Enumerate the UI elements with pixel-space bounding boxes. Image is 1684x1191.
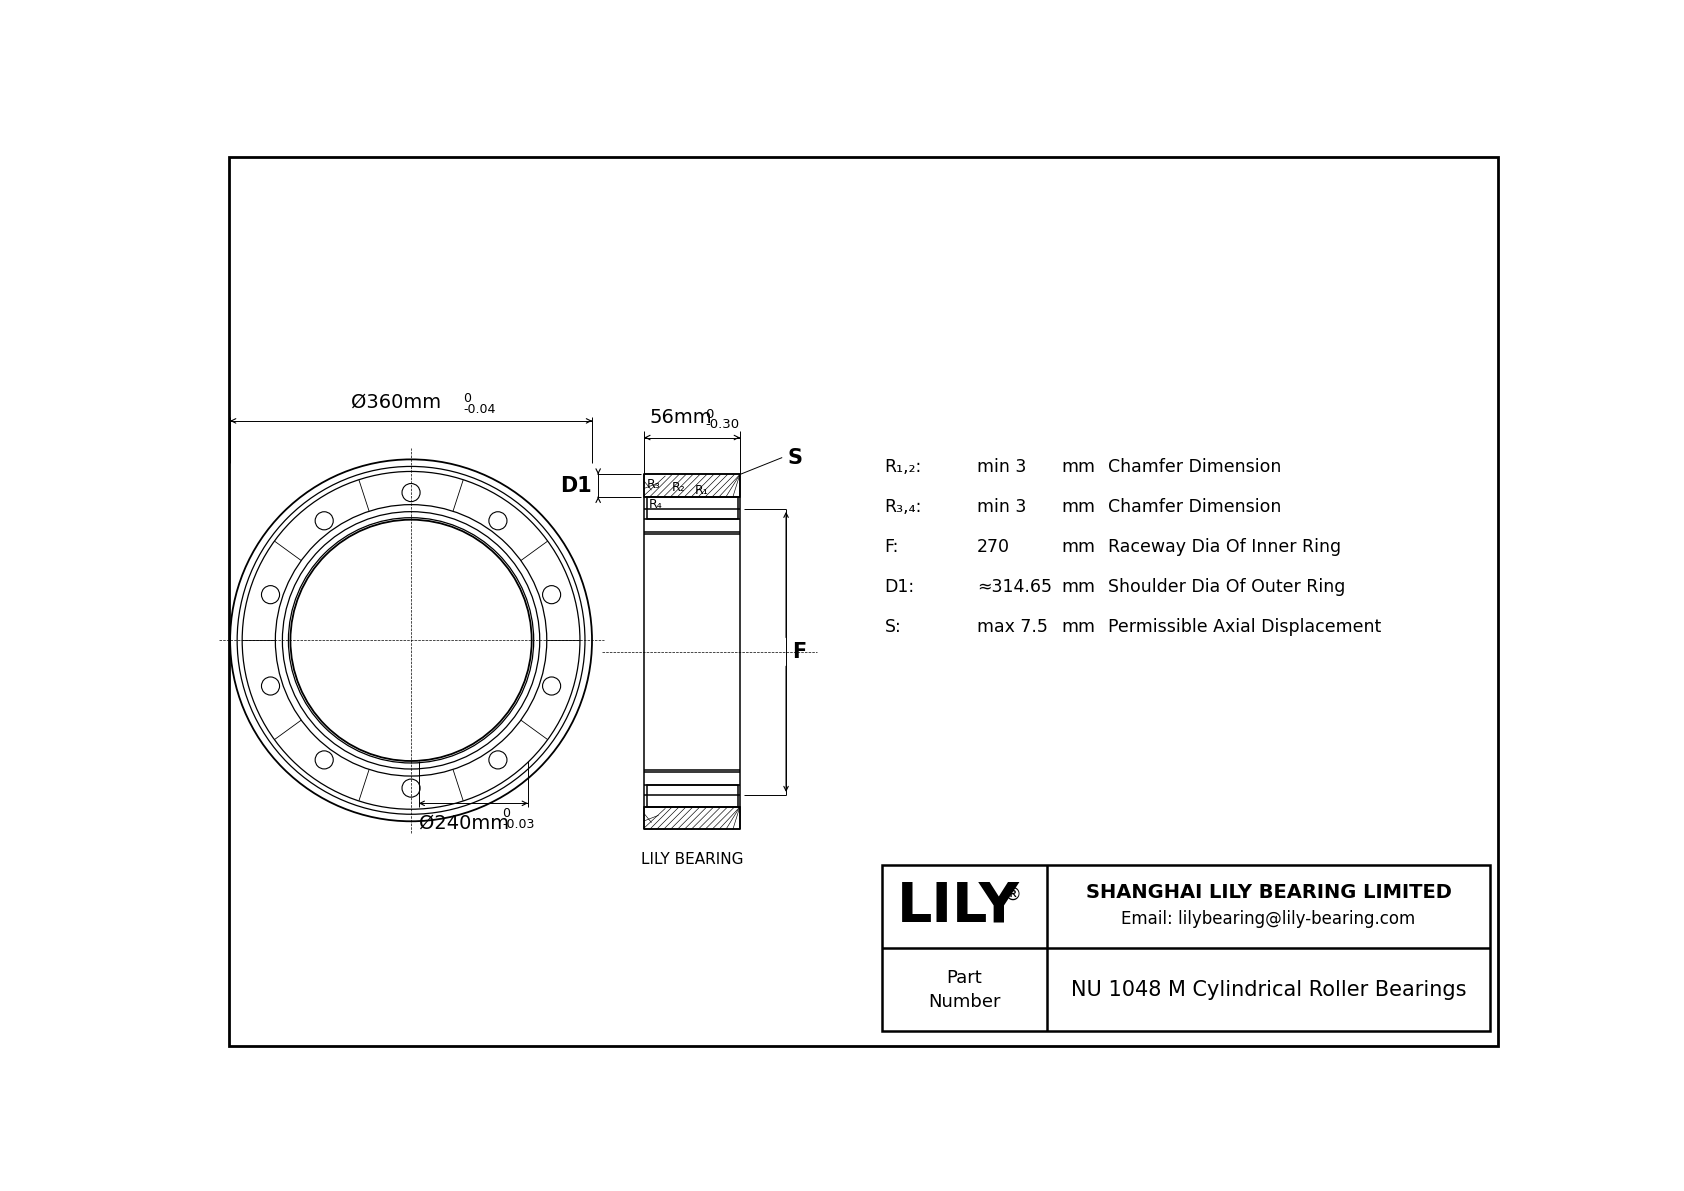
Text: -0.04: -0.04	[463, 403, 495, 416]
Text: Permissible Axial Displacement: Permissible Axial Displacement	[1108, 618, 1381, 636]
Text: min 3: min 3	[977, 459, 1026, 476]
Text: S: S	[788, 448, 803, 468]
Text: NU 1048 M Cylindrical Roller Bearings: NU 1048 M Cylindrical Roller Bearings	[1071, 980, 1467, 1000]
Text: 0: 0	[463, 393, 472, 405]
Text: LILY BEARING: LILY BEARING	[642, 853, 743, 867]
Text: R₄: R₄	[648, 498, 663, 511]
Bar	[647, 785, 738, 807]
Text: mm: mm	[1061, 538, 1096, 556]
Text: 0: 0	[502, 807, 510, 821]
Text: 56mm: 56mm	[650, 407, 712, 426]
Text: Part
Number: Part Number	[928, 969, 1000, 1011]
Text: S:: S:	[884, 618, 901, 636]
Text: mm: mm	[1061, 618, 1096, 636]
Text: Ø240mm: Ø240mm	[419, 815, 509, 833]
Text: -0.30: -0.30	[706, 418, 739, 431]
Text: min 3: min 3	[977, 498, 1026, 516]
Bar	[647, 497, 738, 519]
Text: D1: D1	[561, 475, 593, 495]
Text: Email: lilybearing@lily-bearing.com: Email: lilybearing@lily-bearing.com	[1122, 910, 1416, 928]
Text: LILY: LILY	[896, 880, 1019, 934]
Text: R₁,₂:: R₁,₂:	[884, 459, 921, 476]
Text: Shoulder Dia Of Outer Ring: Shoulder Dia Of Outer Ring	[1108, 578, 1346, 597]
Text: F:: F:	[884, 538, 899, 556]
Text: Ø360mm: Ø360mm	[350, 393, 441, 412]
Text: Raceway Dia Of Inner Ring: Raceway Dia Of Inner Ring	[1108, 538, 1340, 556]
Text: -0.03: -0.03	[502, 818, 536, 831]
Text: max 7.5: max 7.5	[977, 618, 1047, 636]
Text: 0: 0	[706, 407, 714, 420]
Text: R₃,₄:: R₃,₄:	[884, 498, 921, 516]
Text: R₂: R₂	[672, 481, 685, 493]
Text: D1:: D1:	[884, 578, 914, 597]
Text: R₃: R₃	[647, 478, 660, 491]
Text: R₁: R₁	[694, 484, 709, 497]
Text: Chamfer Dimension: Chamfer Dimension	[1108, 498, 1282, 516]
Text: Chamfer Dimension: Chamfer Dimension	[1108, 459, 1282, 476]
Bar	[645, 474, 739, 497]
Text: F: F	[791, 642, 807, 662]
Bar	[645, 807, 739, 829]
Text: ®: ®	[1004, 886, 1022, 904]
Text: mm: mm	[1061, 578, 1096, 597]
Text: mm: mm	[1061, 498, 1096, 516]
Text: 270: 270	[977, 538, 1010, 556]
Text: mm: mm	[1061, 459, 1096, 476]
Bar	[881, 865, 1490, 1030]
Text: SHANGHAI LILY BEARING LIMITED: SHANGHAI LILY BEARING LIMITED	[1086, 884, 1452, 903]
Text: ≈314.65: ≈314.65	[977, 578, 1052, 597]
